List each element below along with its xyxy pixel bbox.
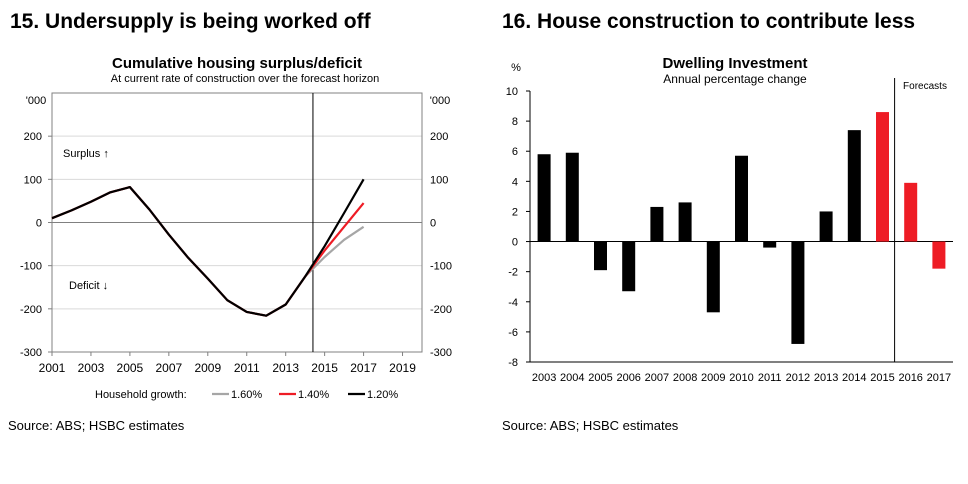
x-tick-label: 2006 (616, 372, 640, 384)
bar (565, 152, 579, 242)
x-tick-label: 2003 (78, 361, 105, 375)
bar (819, 211, 833, 242)
y-tick-label-right: -100 (430, 261, 452, 273)
bar (678, 202, 692, 242)
x-tick-label: 2015 (311, 361, 338, 375)
y-axis-unit: % (511, 62, 521, 74)
bar (932, 241, 946, 269)
x-tick-label: 2009 (194, 361, 221, 375)
y-tick-label-left: 100 (24, 174, 42, 186)
bar (622, 241, 636, 292)
x-tick-label: 2016 (898, 372, 922, 384)
y-tick-label-right: 0 (430, 218, 436, 230)
y-tick-label-right: -300 (430, 347, 452, 359)
x-tick-label: 2014 (842, 372, 866, 384)
x-tick-label: 2017 (350, 361, 377, 375)
chart-subtitle: Annual percentage change (663, 72, 807, 86)
y-tick-label: 8 (512, 116, 518, 128)
right-source-note: Source: ABS; HSBC estimates (502, 418, 679, 433)
plot-frame (51, 92, 423, 353)
bar (791, 241, 805, 344)
y-tick-label: -8 (508, 357, 518, 369)
x-tick-label: 2011 (758, 372, 782, 384)
bar (847, 130, 861, 242)
bar (876, 112, 889, 242)
y-tick-label-left: 200 (24, 131, 42, 143)
y-unit-left: '000 (26, 95, 46, 107)
bar (904, 182, 918, 242)
y-tick-label-left: -200 (20, 304, 42, 316)
y-tick-label: 6 (512, 146, 518, 158)
y-tick-label-right: 100 (430, 174, 448, 186)
y-unit-right: '000 (430, 95, 450, 107)
y-tick-label-right: -200 (430, 304, 452, 316)
bar (650, 206, 664, 242)
chart-title: Dwelling Investment (662, 55, 807, 72)
bar (735, 155, 748, 242)
x-tick-label: 2011 (234, 361, 260, 375)
forecast-label: Forecasts (903, 81, 947, 92)
x-tick-label: 2012 (786, 372, 810, 384)
chart-title: Cumulative housing surplus/deficit (112, 55, 362, 72)
y-tick-label-left: -100 (20, 261, 42, 273)
y-tick-label: -4 (508, 297, 518, 309)
bar (594, 241, 607, 271)
x-tick-label: 2013 (814, 372, 838, 384)
legend-label: 1.20% (367, 389, 398, 401)
y-tick-label-right: 200 (430, 131, 448, 143)
chart-subtitle: At current rate of construction over the… (111, 73, 379, 85)
x-tick-label: 2015 (870, 372, 894, 384)
series-line (51, 178, 365, 317)
left-panel-heading: 15. Undersupply is being worked off (10, 10, 371, 33)
x-tick-label: 2007 (155, 361, 182, 375)
x-tick-label: 2013 (272, 361, 299, 375)
x-tick-label: 2019 (389, 361, 416, 375)
bar (537, 154, 551, 242)
x-tick-label: 2010 (729, 372, 753, 384)
x-tick-label: 2009 (701, 372, 725, 384)
x-tick-label: 2005 (588, 372, 612, 384)
right-panel-heading: 16. House construction to contribute les… (502, 10, 916, 33)
y-tick-label: 10 (506, 86, 518, 98)
surplus-annotation: Surplus ↑ (63, 148, 109, 160)
legend-label: 1.40% (298, 389, 329, 401)
x-tick-label: 2005 (117, 361, 144, 375)
bar (706, 241, 720, 313)
y-tick-label: 4 (512, 176, 518, 188)
deficit-annotation: Deficit ↓ (69, 280, 108, 292)
bar (763, 241, 777, 248)
left-source-note: Source: ABS; HSBC estimates (8, 418, 185, 433)
x-tick-label: 2017 (927, 372, 951, 384)
legend-label: 1.60% (231, 389, 262, 401)
x-tick-label: 2007 (645, 372, 669, 384)
x-tick-label: 2003 (532, 372, 556, 384)
x-tick-label: 2008 (673, 372, 697, 384)
y-tick-label-left: -300 (20, 347, 42, 359)
y-tick-label: 2 (512, 206, 518, 218)
x-tick-label: 2001 (39, 361, 66, 375)
legend-title: Household growth: (95, 389, 187, 401)
y-tick-label: -6 (508, 327, 518, 339)
y-tick-label: -2 (508, 267, 518, 279)
y-tick-label-left: 0 (36, 218, 42, 230)
x-tick-label: 2004 (560, 372, 584, 384)
y-tick-label: 0 (512, 237, 518, 249)
